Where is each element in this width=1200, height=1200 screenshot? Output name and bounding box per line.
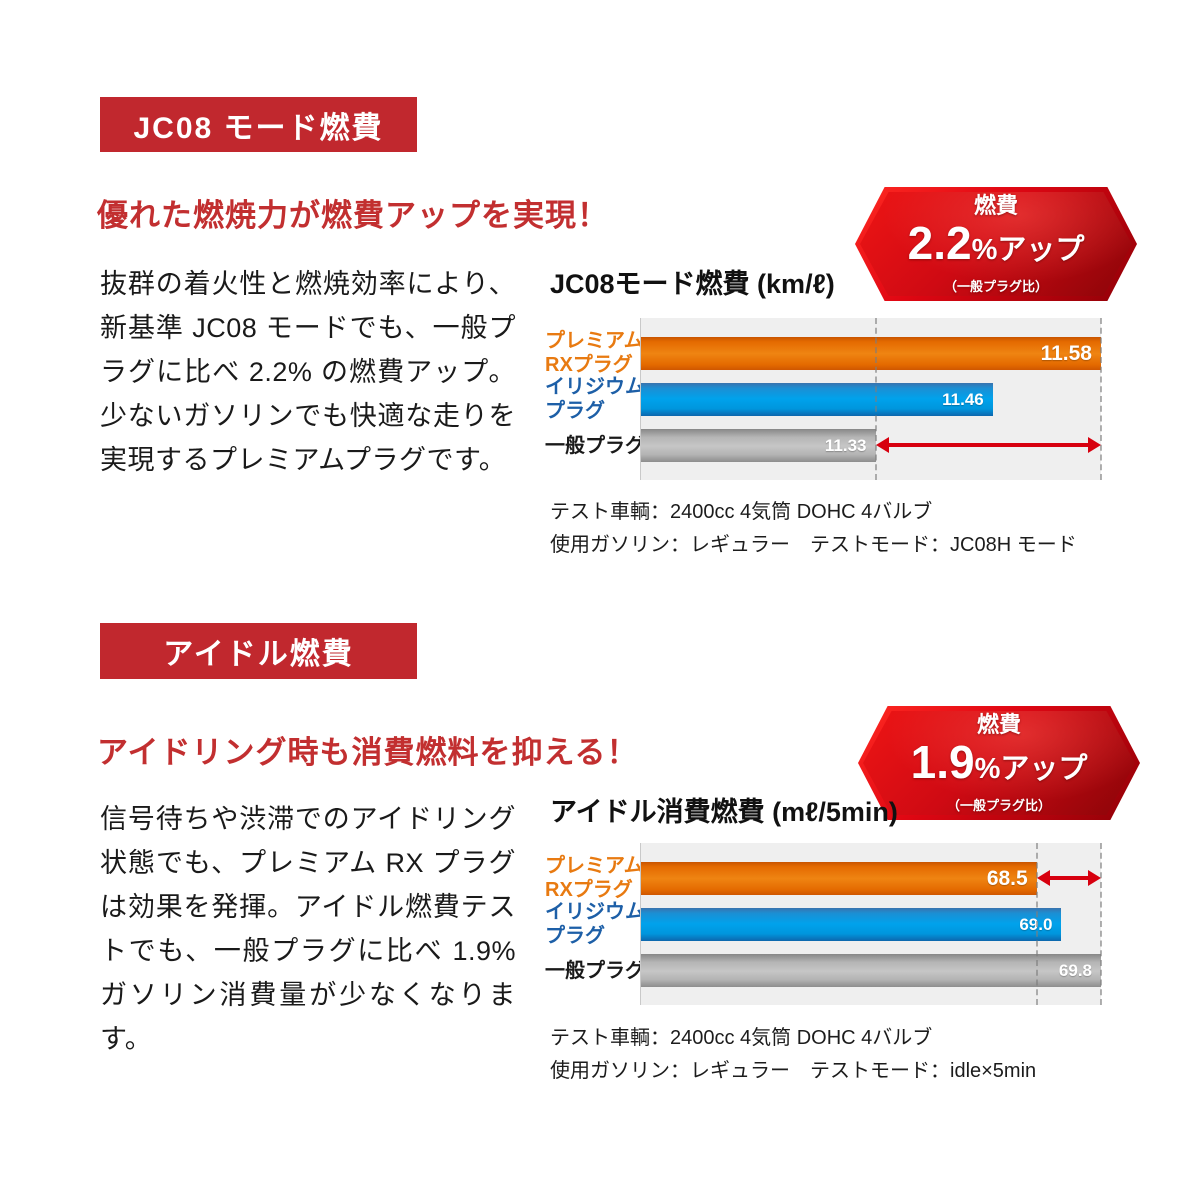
section-tag-jc08: JC08 モード燃費 — [100, 97, 417, 152]
chart-title-idle: アイドル消費燃費 (mℓ/5min) — [550, 797, 898, 827]
bar-iridium: 11.46 — [641, 383, 993, 416]
body-text-idle: 信号待ちや渋滞でのアイドリング状態でも、プレミアム RX プラグは効果を発揮。ア… — [100, 804, 516, 1054]
bar-standard: 69.8 — [641, 954, 1101, 987]
headline-idle: アイドリング時も消費燃料を抑える！ — [97, 735, 639, 770]
test-note-vehicle: テスト車輌：2400cc 4気筒 DOHC 4バルブ — [550, 501, 933, 523]
gap-arrow-icon — [1036, 866, 1102, 890]
category-label-premium-rx: プレミアム RXプラグ — [545, 855, 644, 901]
badge-title: 燃費 — [973, 192, 1018, 218]
bar-value-premium-rx: 11.58 — [1040, 341, 1092, 365]
badge-suffix: %アップ — [971, 233, 1085, 266]
dashed-line-69-8 — [1100, 843, 1102, 1005]
bar-value-premium-rx: 68.5 — [986, 866, 1028, 890]
bar-standard: 11.33 — [641, 429, 876, 462]
chart-jc08: JC08モード燃費 (km/ℓ) プレミアム RXプラグ イリジウム プラグ 一… — [545, 260, 1105, 560]
bar-premium-rx: 68.5 — [641, 862, 1037, 895]
category-label-premium-rx: プレミアム RXプラグ — [545, 330, 644, 376]
badge-value: 1.9 — [910, 735, 975, 788]
badge-suffix: %アップ — [974, 752, 1088, 785]
hexagon-badge-content: 燃費 1.9%アップ （一般プラグ比） — [858, 706, 1140, 820]
category-label-iridium: イリジウム プラグ — [545, 376, 645, 422]
test-note-fuel: 使用ガソリン：レギュラー テストモード：JC08H モード — [550, 534, 1077, 556]
bar-value-iridium: 11.46 — [942, 389, 984, 409]
chart-idle-category-labels: プレミアム RXプラグ イリジウム プラグ 一般プラグ — [545, 843, 645, 1005]
bar-value-standard: 69.8 — [1058, 960, 1092, 980]
bar-iridium: 69.0 — [641, 908, 1062, 941]
badge-value-line: 1.9%アップ — [911, 738, 1088, 798]
bar-premium-rx: 11.58 — [641, 337, 1101, 370]
hexagon-badge-fill — [860, 192, 1132, 296]
category-label-standard: 一般プラグ — [545, 960, 645, 982]
category-label-standard: 一般プラグ — [545, 435, 645, 457]
dashed-line-68-5 — [1035, 843, 1038, 1005]
gap-arrow-icon — [875, 433, 1102, 457]
badge-value: 2.2 — [907, 216, 972, 269]
chart-jc08-category-labels: プレミアム RXプラグ イリジウム プラグ 一般プラグ — [545, 318, 645, 480]
test-note-vehicle: テスト車輌：2400cc 4気筒 DOHC 4バルブ — [550, 1027, 933, 1049]
test-note-fuel: 使用ガソリン：レギュラー テストモード：idle×5min — [550, 1060, 1037, 1082]
body-text-jc08: 抜群の着火性と燃焼効率により、新基準 JC08 モードでも、一般プラグに比べ 2… — [100, 269, 516, 475]
benefit-badge-jc08: 燃費 2.2%アップ （一般プラグ比） — [855, 187, 1137, 301]
chart-idle: アイドル消費燃費 (mℓ/5min) プレミアム RXプラグ イリジウム プラグ… — [545, 785, 1105, 1085]
badge-note: （一般プラグ比） — [946, 797, 1051, 813]
headline-jc08: 優れた燃焼力が燃費アップを実現！ — [97, 198, 609, 233]
test-notes-jc08: テスト車輌：2400cc 4気筒 DOHC 4バルブ 使用ガソリン：レギュラー … — [550, 496, 1077, 562]
badge-value-line: 2.2%アップ — [908, 219, 1085, 279]
hexagon-badge-fill — [863, 711, 1135, 815]
dashed-line-11-58 — [1100, 318, 1102, 480]
test-notes-idle: テスト車輌：2400cc 4気筒 DOHC 4バルブ 使用ガソリン：レギュラー … — [550, 1022, 1036, 1088]
bar-value-iridium: 69.0 — [1019, 914, 1053, 934]
category-label-iridium: イリジウム プラグ — [545, 901, 645, 947]
badge-note: （一般プラグ比） — [943, 278, 1048, 294]
benefit-badge-idle: 燃費 1.9%アップ （一般プラグ比） — [858, 706, 1140, 820]
bar-value-standard: 11.33 — [824, 435, 867, 455]
chart-title-jc08: JC08モード燃費 (km/ℓ) — [550, 269, 835, 299]
chart-idle-plot-area: 68.5 69.0 69.8 — [640, 843, 1102, 1005]
section-tag-idle: アイドル燃費 — [100, 623, 417, 679]
badge-title: 燃費 — [976, 711, 1021, 737]
section-tag-idle-label: アイドル燃費 — [163, 638, 354, 671]
hexagon-badge-content: 燃費 2.2%アップ （一般プラグ比） — [855, 187, 1137, 301]
chart-jc08-plot-area: 11.58 11.46 11.33 — [640, 318, 1102, 480]
dashed-line-11-33 — [874, 318, 877, 480]
section-tag-jc08-label: JC08 モード燃費 — [133, 111, 384, 145]
